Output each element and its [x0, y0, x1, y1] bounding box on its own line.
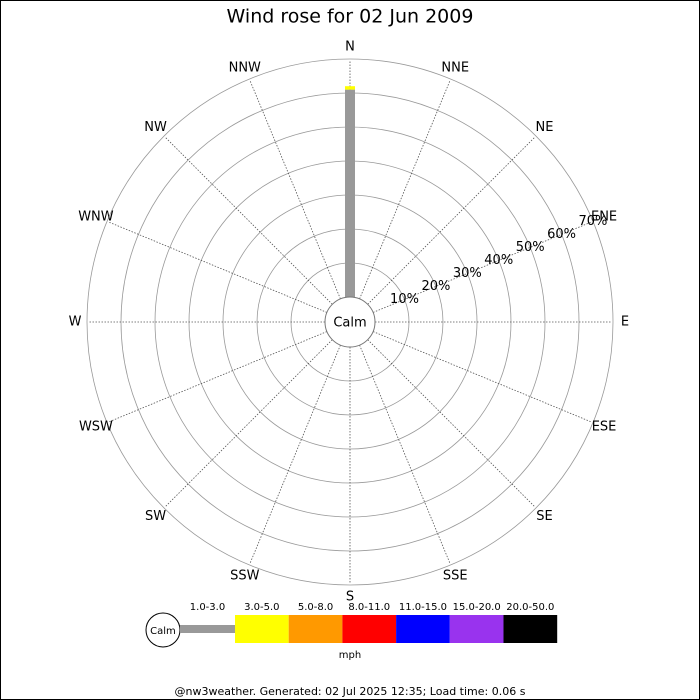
r-tick-label: 40% [484, 253, 513, 268]
r-tick-label: 20% [421, 279, 450, 294]
direction-label: SSE [443, 569, 468, 584]
direction-label: W [69, 315, 82, 330]
spoke [359, 79, 451, 300]
spoke [367, 339, 536, 508]
legend-label: 1.0-3.0 [190, 602, 225, 613]
legend-swatch [342, 615, 397, 643]
spoke [164, 136, 333, 305]
r-tick-label: 30% [453, 266, 482, 281]
legend-unit: mph [339, 650, 361, 661]
ring [86, 58, 614, 586]
legend-swatch [503, 615, 558, 643]
direction-label: SW [145, 509, 166, 524]
legend-swatch [288, 615, 343, 643]
legend-label: 5.0-8.0 [298, 602, 333, 613]
legend-label: 8.0-11.0 [348, 602, 390, 613]
chart-title: Wind rose for 02 Jun 2009 [227, 6, 474, 28]
direction-label: SE [536, 509, 552, 524]
calm-label: Calm [333, 316, 366, 331]
direction-label: WSW [79, 420, 113, 435]
spoke [372, 221, 593, 313]
direction-label: NE [535, 120, 553, 135]
spoke [107, 221, 328, 313]
bar-segment [345, 89, 355, 297]
spoke [249, 344, 341, 565]
spoke [359, 344, 451, 565]
bar-segment [345, 86, 355, 90]
legend-swatch [235, 615, 289, 643]
direction-label: E [621, 315, 629, 330]
direction-label: NW [144, 120, 167, 135]
legend-label: 3.0-5.0 [244, 602, 279, 613]
r-tick-label: 60% [547, 227, 576, 242]
spoke [367, 136, 536, 305]
legend-swatch [396, 615, 450, 643]
spoke [164, 339, 333, 508]
footer: @nw3weather. Generated: 02 Jul 2025 12:3… [175, 685, 526, 698]
direction-label: NNW [229, 60, 261, 75]
direction-label: NNE [441, 60, 469, 75]
legend-label: 15.0-20.0 [453, 602, 501, 613]
direction-label: WNW [78, 209, 114, 224]
direction-label: N [345, 40, 355, 55]
calm-circle [324, 296, 376, 348]
spoke [107, 331, 328, 423]
direction-label: ESE [592, 420, 617, 435]
spoke [372, 331, 593, 423]
legend-swatch [449, 615, 504, 643]
r-tick-label: 70% [579, 214, 608, 229]
direction-label: SSW [230, 569, 260, 584]
direction-label: S [346, 590, 354, 605]
spoke [249, 79, 341, 300]
r-tick-label: 50% [516, 240, 545, 255]
r-tick-label: 10% [390, 292, 419, 307]
legend-label: 11.0-15.0 [399, 602, 447, 613]
legend-calm-label: Calm [150, 626, 176, 637]
legend-label: 20.0-50.0 [506, 602, 554, 613]
legend-swatch [180, 625, 235, 633]
direction-label: ENE [591, 209, 617, 224]
